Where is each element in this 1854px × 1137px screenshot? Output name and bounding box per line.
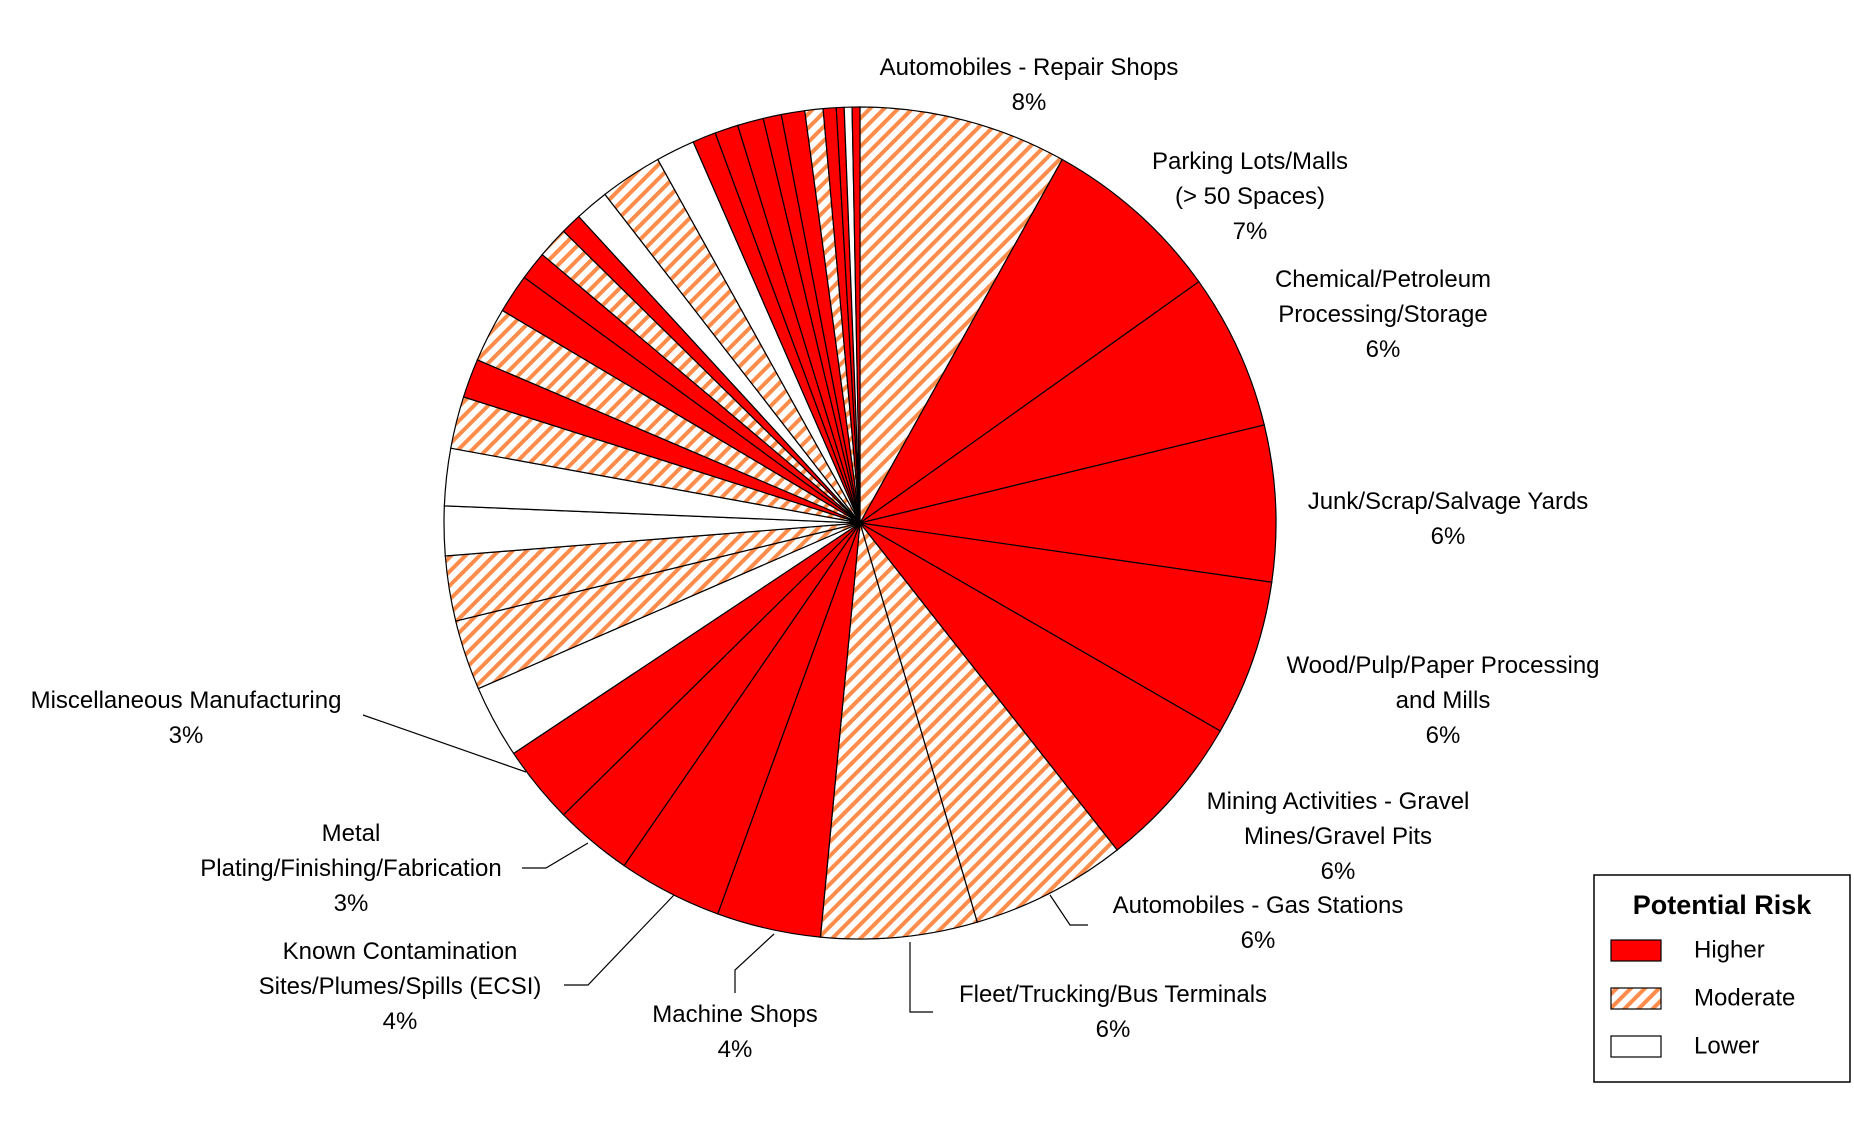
slice-label: Miscellaneous Manufacturing 3% <box>31 683 342 753</box>
slice-label: Machine Shops 4% <box>652 997 817 1067</box>
value-label: 6% <box>1240 927 1276 954</box>
slice-label: Automobiles - Repair Shops 8% <box>880 50 1179 120</box>
value-label: 6% <box>1365 336 1401 363</box>
pie-slice <box>859 158 1200 524</box>
legend-label: Higher <box>1694 936 1765 963</box>
leader-line <box>522 842 589 869</box>
value-label: 6% <box>1095 1016 1131 1043</box>
leader-line <box>1049 894 1088 926</box>
pie-slice <box>859 522 1222 851</box>
leader-line <box>909 942 933 1013</box>
value-label: 3% <box>333 890 369 917</box>
pie-slice <box>851 106 861 524</box>
value-label: 4% <box>382 1008 418 1035</box>
pie-slice <box>859 522 1118 923</box>
category-name: Chemical/Petroleum Processing/Storage <box>1274 266 1492 328</box>
category-name: Known Contamination Sites/Plumes/Spills … <box>258 938 542 1000</box>
leader-line <box>362 714 527 773</box>
slice-label: Parking Lots/Malls (> 50 Spaces) 7% <box>1152 144 1348 249</box>
legend: Potential Risk Higher Moderate Lower <box>1593 874 1851 1083</box>
leader-line <box>564 894 675 986</box>
slice-label: Automobiles - Gas Stations 6% <box>1113 888 1404 958</box>
pie-slice <box>859 522 1273 732</box>
category-name: Parking Lots/Malls (> 50 Spaces) <box>1151 148 1349 210</box>
pie-slice <box>819 522 978 940</box>
category-name: Automobiles - Repair Shops <box>879 54 1179 81</box>
category-name: Mining Activities - Gravel Mines/Gravel … <box>1206 788 1470 850</box>
slice-label: Known Contamination Sites/Plumes/Spills … <box>259 934 542 1039</box>
pie-slice <box>859 424 1277 583</box>
slice-label: Metal Plating/Finishing/Fabrication 3% <box>200 816 502 921</box>
category-name: Junk/Scrap/Salvage Yards <box>1307 488 1589 515</box>
slice-label: Junk/Scrap/Salvage Yards 6% <box>1308 484 1589 554</box>
legend-title: Potential Risk <box>1633 890 1813 920</box>
leader-line <box>734 933 775 993</box>
leader-lines <box>362 714 1088 1013</box>
value-label: 6% <box>1425 722 1461 749</box>
legend-swatch <box>1610 939 1662 962</box>
category-name: Wood/Pulp/Paper Processing and Mills <box>1286 652 1600 714</box>
legend-swatch <box>1610 987 1662 1010</box>
category-name: Miscellaneous Manufacturing <box>30 687 342 714</box>
value-label: 6% <box>1320 858 1356 885</box>
value-label: 4% <box>717 1036 753 1063</box>
value-label: 7% <box>1232 218 1268 245</box>
legend-swatch <box>1610 1035 1662 1058</box>
legend-label: Lower <box>1694 1032 1759 1059</box>
category-name: Fleet/Trucking/Bus Terminals <box>958 981 1268 1008</box>
value-label: 3% <box>168 722 204 749</box>
value-label: 6% <box>1430 523 1466 550</box>
value-label: 8% <box>1011 89 1047 116</box>
pie-slice <box>859 280 1265 524</box>
legend-label: Moderate <box>1694 984 1795 1011</box>
category-name: Machine Shops <box>652 1001 818 1028</box>
slice-label: Chemical/Petroleum Processing/Storage 6% <box>1275 262 1491 367</box>
slice-label: Fleet/Trucking/Bus Terminals 6% <box>959 977 1267 1047</box>
category-name: Metal Plating/Finishing/Fabrication <box>200 820 502 882</box>
pie-slice <box>859 106 1064 526</box>
slice-label: Mining Activities - Gravel Mines/Gravel … <box>1207 784 1470 889</box>
slice-label: Wood/Pulp/Paper Processing and Mills 6% <box>1286 648 1599 753</box>
category-name: Automobiles - Gas Stations <box>1112 892 1404 919</box>
